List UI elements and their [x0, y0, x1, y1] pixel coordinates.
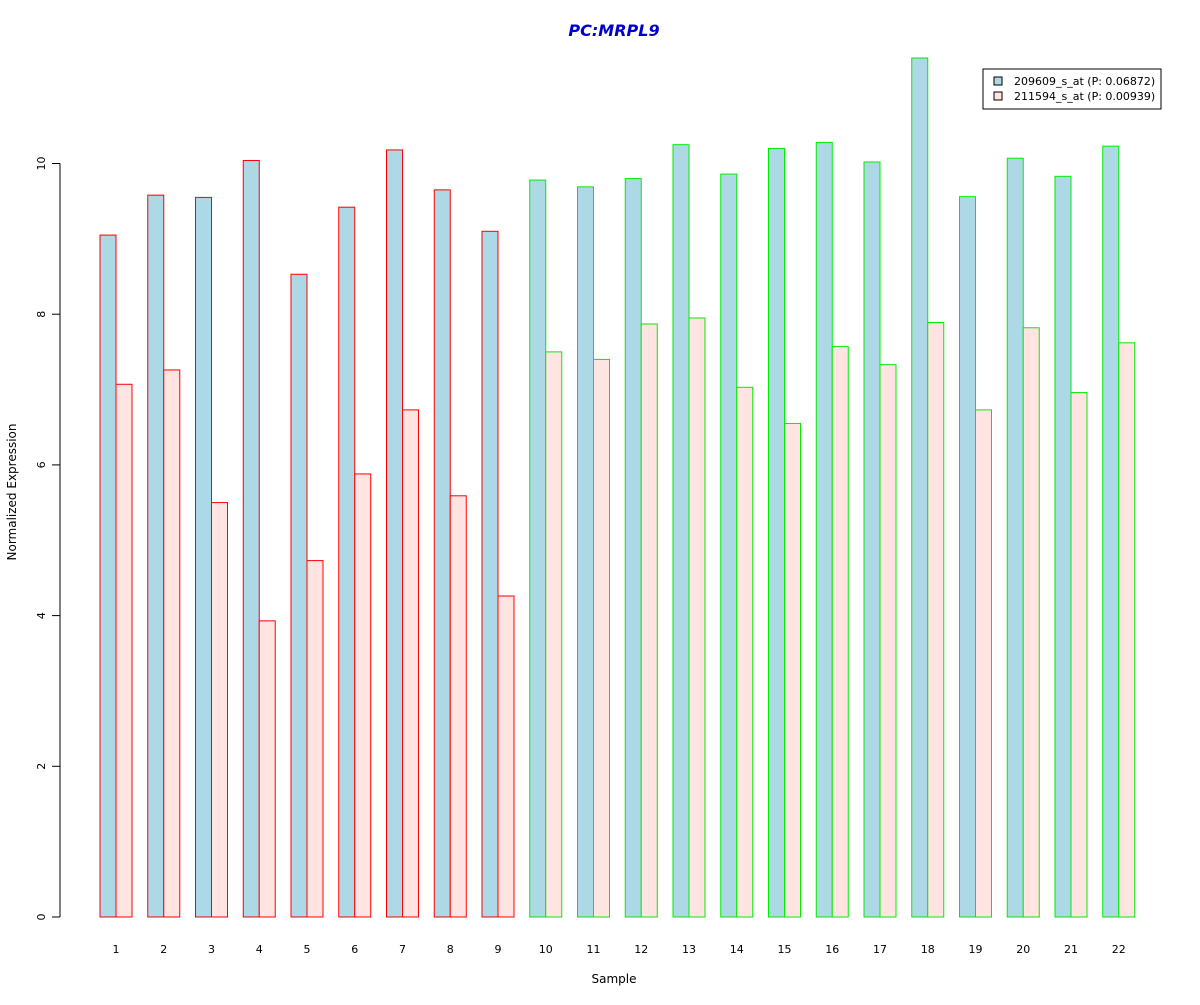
x-tick-label: 15 — [778, 943, 792, 956]
bars-group — [99, 57, 1136, 918]
x-tick-label: 20 — [1016, 943, 1030, 956]
x-tick-label: 4 — [256, 943, 263, 956]
x-tick-label: 5 — [304, 943, 311, 956]
bar-series2-sample-1 — [115, 383, 133, 918]
bar-series1-sample-21 — [1054, 175, 1072, 918]
bar-series1-sample-5 — [290, 273, 308, 918]
bar-series1-sample-1 — [99, 234, 117, 918]
legend-box — [982, 68, 1162, 110]
bar-series2-sample-12 — [640, 323, 658, 918]
bar-series1-sample-7 — [386, 149, 403, 918]
y-tick-label: 0 — [35, 914, 48, 921]
legend-swatch — [993, 91, 1003, 101]
bar-series1-sample-17 — [863, 161, 881, 918]
x-tick-labels: 1 2 3 4 5 6 7 8 9 10 11 12 13 14 15 16 17 18 19 20 21 22 — [113, 943, 1126, 956]
x-tick-label: 10 — [539, 943, 553, 956]
bar-series2-sample-15 — [784, 422, 801, 918]
bar-series2-sample-16 — [831, 346, 849, 918]
bar-series2-sample-14 — [736, 386, 754, 918]
bar-series2-sample-19 — [975, 409, 992, 918]
x-tick-label: 14 — [730, 943, 744, 956]
bar-series1-sample-13 — [672, 144, 690, 918]
bar-series2-sample-9 — [497, 595, 515, 918]
bar-series1-sample-14 — [720, 173, 738, 918]
y-axis-label: Normalized Expression — [5, 423, 19, 560]
x-tick-label: 12 — [634, 943, 648, 956]
bar-series2-sample-20 — [1022, 327, 1040, 918]
x-tick-label: 16 — [825, 943, 839, 956]
y-tick-label: 2 — [35, 763, 48, 770]
bar-series1-sample-12 — [624, 178, 642, 918]
x-tick-label: 7 — [399, 943, 406, 956]
y-axis: 0 2 4 6 8 10 — [35, 157, 61, 921]
bar-series1-sample-10 — [529, 179, 547, 918]
bar-series2-sample-3 — [211, 502, 228, 918]
bar-series2-sample-17 — [879, 364, 897, 918]
x-tick-label: 6 — [351, 943, 358, 956]
legend-label: 209609_s_at (P: 0.06872) — [1014, 75, 1155, 88]
bar-series1-sample-8 — [433, 189, 451, 918]
bar-series1-sample-11 — [577, 186, 594, 918]
bar-series2-sample-13 — [688, 317, 706, 918]
x-tick-label: 13 — [682, 943, 696, 956]
y-tick-label: 4 — [35, 612, 48, 619]
x-tick-label: 21 — [1064, 943, 1078, 956]
bar-series1-sample-2 — [147, 194, 165, 918]
x-tick-label: 22 — [1112, 943, 1126, 956]
legend: 209609_s_at (P: 0.06872) 211594_s_at (P: … — [982, 68, 1162, 110]
y-tick-label: 8 — [35, 311, 48, 318]
y-tick-label: 6 — [35, 461, 48, 468]
bar-series1-sample-4 — [242, 159, 260, 918]
x-axis-label: Sample — [592, 972, 637, 986]
bar-series2-sample-2 — [163, 369, 181, 918]
bar-series1-sample-20 — [1006, 157, 1024, 918]
bar-series2-sample-11 — [593, 358, 610, 918]
bar-series1-sample-18 — [911, 57, 929, 918]
bar-series2-sample-7 — [402, 409, 419, 918]
bar-series1-sample-3 — [195, 196, 212, 918]
bar-series1-sample-9 — [481, 230, 499, 918]
bar-series1-sample-19 — [959, 196, 976, 918]
bar-series2-sample-6 — [354, 473, 372, 918]
x-tick-label: 17 — [873, 943, 887, 956]
bar-series2-sample-5 — [306, 560, 324, 918]
bar-series2-sample-10 — [545, 351, 563, 918]
bar-series1-sample-15 — [768, 147, 785, 918]
bar-series2-sample-22 — [1118, 342, 1136, 918]
x-tick-label: 11 — [587, 943, 601, 956]
bar-series2-sample-21 — [1070, 392, 1088, 918]
x-tick-label: 9 — [495, 943, 502, 956]
bar-series1-sample-22 — [1102, 145, 1120, 918]
x-tick-label: 8 — [447, 943, 454, 956]
bar-series1-sample-16 — [815, 141, 833, 918]
legend-label: 211594_s_at (P: 0.00939) — [1014, 90, 1155, 103]
x-tick-label: 2 — [160, 943, 167, 956]
x-tick-label: 19 — [969, 943, 983, 956]
x-tick-label: 18 — [921, 943, 935, 956]
y-tick-label: 10 — [35, 157, 48, 171]
bar-series2-sample-18 — [927, 321, 945, 918]
bar-series1-sample-6 — [338, 206, 356, 918]
x-tick-label: 3 — [208, 943, 215, 956]
bar-series2-sample-8 — [449, 495, 467, 918]
chart-title: PC:MRPL9 — [568, 21, 659, 40]
x-tick-label: 1 — [113, 943, 120, 956]
bar-series2-sample-4 — [258, 620, 276, 918]
legend-swatch — [993, 76, 1003, 86]
